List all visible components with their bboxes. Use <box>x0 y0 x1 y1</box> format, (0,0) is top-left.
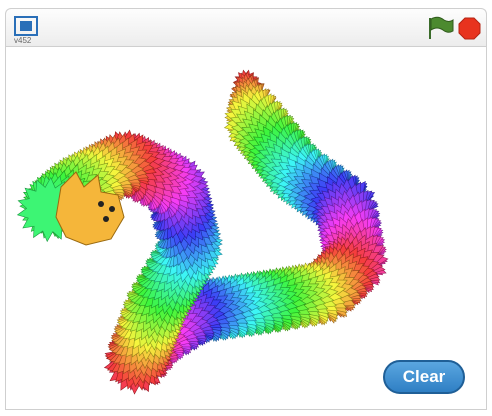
flag-cloth <box>430 16 454 33</box>
worm-head <box>55 171 125 246</box>
stage-drawing <box>16 69 389 395</box>
fullscreen-button[interactable] <box>14 16 38 36</box>
fullscreen-frame <box>14 16 38 36</box>
stage <box>5 46 487 410</box>
stop-button[interactable] <box>458 17 481 40</box>
player-toolbar <box>5 8 487 47</box>
head-shape <box>55 171 125 246</box>
fullscreen-inner <box>20 21 32 31</box>
version-label: v452 <box>14 36 32 45</box>
green-flag[interactable] <box>429 16 454 39</box>
toolbar-icons <box>14 16 481 40</box>
head-eye <box>98 201 104 207</box>
clear-button[interactable]: Clear <box>383 360 465 394</box>
head-eye <box>109 206 115 212</box>
head-eye <box>103 216 109 222</box>
